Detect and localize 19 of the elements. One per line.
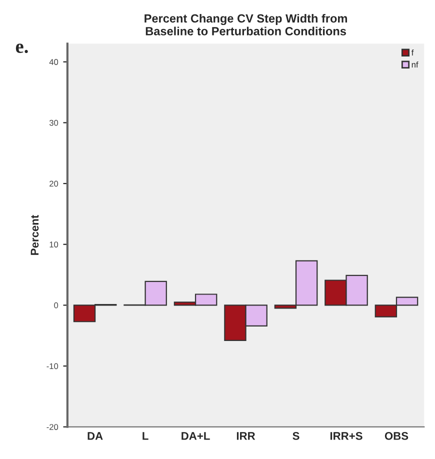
y-axis-title: Percent (30, 214, 39, 255)
y-tick-label: 0 (54, 302, 58, 308)
x-tick-label: IRR+S (330, 432, 362, 440)
y-tick-label: 20 (50, 180, 58, 187)
text: e. (16, 44, 28, 54)
y-tick-label: -10 (46, 363, 58, 370)
x-tick-label: DA (88, 432, 103, 440)
y-tick-label: 40 (49, 59, 58, 65)
x-tick-label: DA+L (182, 432, 210, 440)
x-tick-label: L (142, 432, 148, 440)
y-tick-label: 30 (49, 120, 58, 126)
y-tick-label: 10 (50, 242, 58, 248)
x-tick-label: OBS (384, 432, 408, 440)
x-tick-label: IRR (236, 432, 256, 440)
y-tick-label: -20 (46, 424, 58, 430)
legend-label: nf (412, 61, 418, 68)
legend-label: f (411, 49, 414, 56)
x-tick-label: S (292, 432, 300, 440)
chart-title: Percent Change CV Step Width from Baseline to Perturbation Conditions (144, 14, 347, 36)
